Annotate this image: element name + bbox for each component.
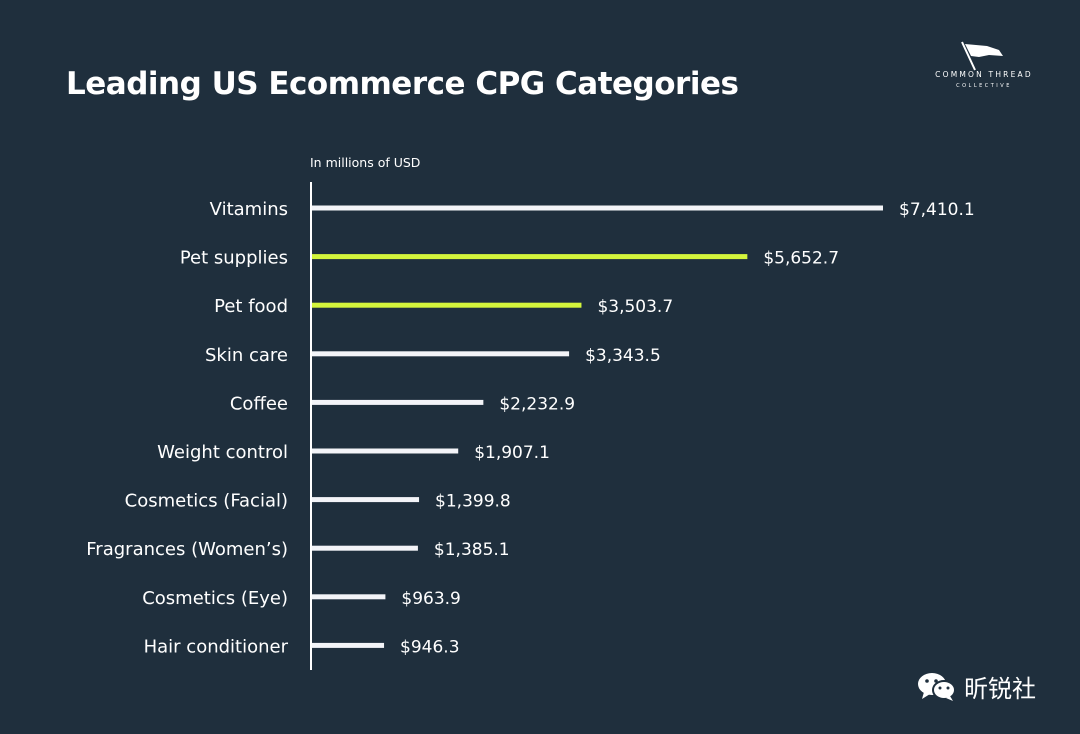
watermark-text: 昕锐社 bbox=[964, 674, 1036, 703]
value-label: $963.9 bbox=[401, 589, 460, 609]
value-label: $3,503.7 bbox=[597, 297, 673, 317]
value-label: $1,907.1 bbox=[474, 443, 550, 463]
bar bbox=[311, 205, 883, 211]
wechat-icon bbox=[918, 673, 956, 701]
category-label: Hair conditioner bbox=[144, 636, 289, 657]
category-label: Cosmetics (Facial) bbox=[125, 491, 288, 512]
bar bbox=[311, 254, 748, 260]
unit-label: In millions of USD bbox=[310, 155, 420, 170]
flag-icon bbox=[961, 41, 1003, 71]
category-label: Pet food bbox=[214, 296, 288, 317]
category-label: Weight control bbox=[157, 442, 288, 463]
bar bbox=[311, 642, 385, 648]
value-label: $7,410.1 bbox=[899, 200, 975, 220]
value-label: $3,343.5 bbox=[585, 346, 661, 366]
value-label: $1,399.8 bbox=[435, 492, 511, 512]
logo-sub: COLLECTIVE bbox=[956, 83, 1012, 89]
bar bbox=[311, 302, 582, 308]
common-thread-logo: COMMON THREAD COLLECTIVE bbox=[925, 40, 1043, 96]
watermark: 昕锐社 bbox=[916, 668, 1036, 704]
value-label: $2,232.9 bbox=[499, 394, 575, 414]
bar bbox=[311, 351, 570, 357]
category-label: Pet supplies bbox=[180, 248, 288, 269]
category-label: Skin care bbox=[205, 345, 288, 366]
category-label: Cosmetics (Eye) bbox=[142, 588, 288, 609]
bar bbox=[311, 594, 386, 600]
bar bbox=[311, 399, 484, 405]
bar bbox=[311, 448, 459, 454]
category-label: Vitamins bbox=[210, 199, 288, 220]
bar bbox=[311, 497, 420, 503]
logo-name: COMMON THREAD bbox=[935, 70, 1033, 79]
value-label: $5,652.7 bbox=[763, 249, 839, 269]
category-label: Coffee bbox=[230, 393, 288, 414]
value-label: $946.3 bbox=[400, 637, 459, 657]
bars-group: Vitamins $7,410.1 Pet supplies $5,652.7 Pet … bbox=[86, 199, 974, 657]
chart-title: Leading US Ecommerce CPG Categories bbox=[66, 66, 739, 102]
category-label: Fragrances (Women’s) bbox=[86, 539, 288, 560]
bar bbox=[311, 545, 418, 551]
value-label: $1,385.1 bbox=[434, 540, 510, 560]
